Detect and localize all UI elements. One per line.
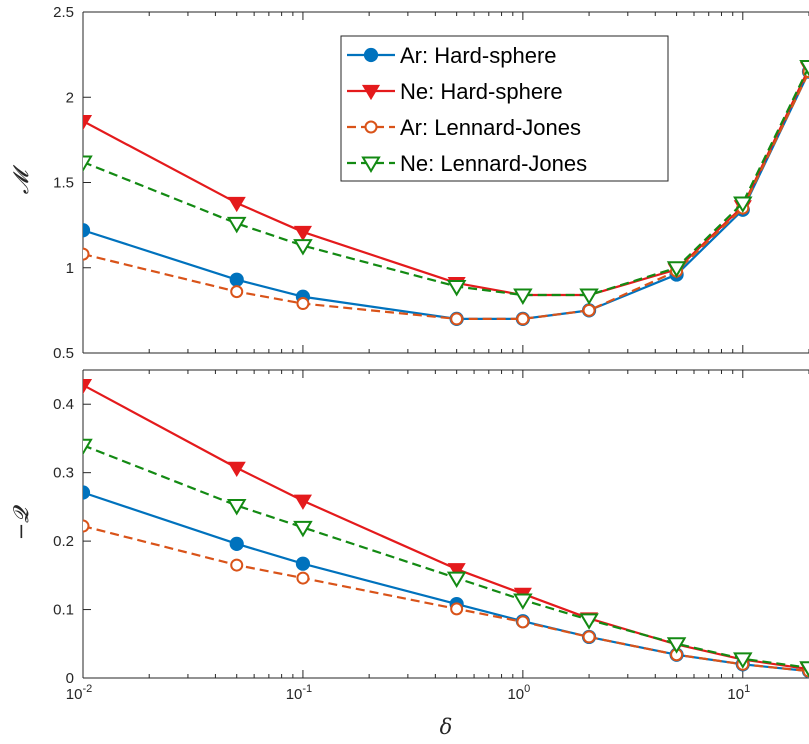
y-axis-label: −𝓠: [9, 505, 33, 541]
y-tick-label: 2.5: [53, 4, 74, 21]
data-point-ar-lennard-jones: [296, 297, 310, 311]
data-point-ar-lennard-jones: [230, 285, 244, 299]
data-point-ne-lennard-jones: [579, 288, 599, 305]
y-tick-label: 1.5: [53, 175, 74, 192]
data-point-ar-lennard-jones: [83, 247, 90, 261]
data-point-ne-lennard-jones: [446, 280, 467, 297]
legend-label: Ne: Hard-sphere: [400, 79, 563, 104]
legend-label: Ar: Lennard-Jones: [400, 115, 581, 140]
y-tick-label: 0.1: [53, 602, 74, 619]
data-point-ne-lennard-jones: [293, 239, 313, 256]
data-point-ne-lennard-jones: [666, 261, 687, 278]
y-tick-label: 0.5: [53, 345, 74, 362]
data-point-ne-lennard-jones: [733, 196, 753, 213]
data-point-ne-lennard-jones: [513, 288, 533, 305]
y-tick-label: 0.3: [53, 465, 74, 482]
data-point-ne-hard-sphere: [227, 461, 246, 478]
legend-label: Ar: Hard-sphere: [400, 43, 557, 68]
legend-marker: [361, 84, 381, 101]
top-panel: 0.511.522.5𝓜: [9, 4, 809, 362]
legend-marker: [361, 156, 381, 173]
data-point-ne-lennard-jones: [579, 613, 599, 630]
data-point-ar-hard-sphere: [295, 556, 311, 571]
y-tick-label: 2: [66, 89, 74, 106]
legend-marker: [364, 120, 378, 134]
series-ne-lennard-jones: [83, 438, 809, 678]
data-point-ne-lennard-jones: [513, 593, 533, 610]
data-point-ar-lennard-jones: [582, 303, 596, 317]
data-point-ne-lennard-jones: [226, 216, 247, 234]
y-tick-label: 1: [66, 260, 74, 277]
data-point-ne-lennard-jones: [446, 571, 467, 589]
data-point-ar-hard-sphere: [83, 223, 91, 238]
series-group: [83, 60, 809, 326]
data-point-ne-hard-sphere: [227, 196, 246, 213]
data-point-ne-hard-sphere: [293, 225, 312, 242]
series-group: [83, 378, 809, 679]
series-ne-lennard-jones: [83, 60, 809, 305]
series-line-ne-lennard-jones: [83, 66, 809, 297]
data-point-ne-hard-sphere: [447, 563, 466, 579]
data-point-ne-lennard-jones: [83, 438, 93, 456]
data-point-ar-lennard-jones: [83, 519, 90, 533]
data-point-ne-lennard-jones: [293, 520, 313, 538]
data-point-ar-lennard-jones: [296, 571, 310, 585]
data-point-ne-lennard-jones: [83, 155, 93, 173]
legend-label: Ne: Lennard-Jones: [400, 151, 587, 176]
data-point-ne-lennard-jones: [226, 499, 247, 516]
y-tick-label: 0.4: [53, 396, 74, 413]
data-point-ne-hard-sphere: [293, 494, 312, 510]
data-point-ne-hard-sphere: [83, 378, 93, 395]
data-point-ar-lennard-jones: [516, 312, 530, 326]
data-point-ar-lennard-jones: [582, 630, 596, 644]
data-point-ar-hard-sphere: [229, 272, 244, 287]
y-tick-label: 0.2: [53, 533, 74, 550]
data-point-ne-lennard-jones: [733, 652, 753, 669]
legend-box: [340, 35, 669, 182]
data-point-ar-hard-sphere: [83, 485, 91, 500]
data-point-ar-lennard-jones: [450, 312, 464, 326]
data-point-ar-lennard-jones: [516, 615, 530, 629]
legend: Ar: Hard-sphere Ne: Hard-sphere Ar: Lennar…: [340, 35, 669, 182]
data-point-ne-lennard-jones: [799, 60, 809, 77]
data-point-ne-lennard-jones: [799, 661, 809, 678]
data-point-ne-hard-sphere: [83, 115, 93, 131]
data-point-ar-lennard-jones: [450, 602, 464, 616]
data-point-ar-lennard-jones: [230, 558, 244, 572]
y-tick-label: 0: [66, 670, 74, 687]
legend-entry-ar-hard-sphere: Ar: Hard-sphere: [347, 43, 557, 68]
data-point-ne-lennard-jones: [666, 637, 687, 654]
data-point-ar-hard-sphere: [229, 536, 244, 551]
legend-marker: [363, 47, 379, 63]
legend-entry-ne-lennard-jones: Ne: Lennard-Jones: [347, 151, 587, 176]
legend-entry-ne-hard-sphere: Ne: Hard-sphere: [347, 79, 563, 104]
x-axis-label: δ: [440, 715, 453, 739]
legend-entry-ar-lennard-jones: Ar: Lennard-Jones: [347, 115, 581, 140]
